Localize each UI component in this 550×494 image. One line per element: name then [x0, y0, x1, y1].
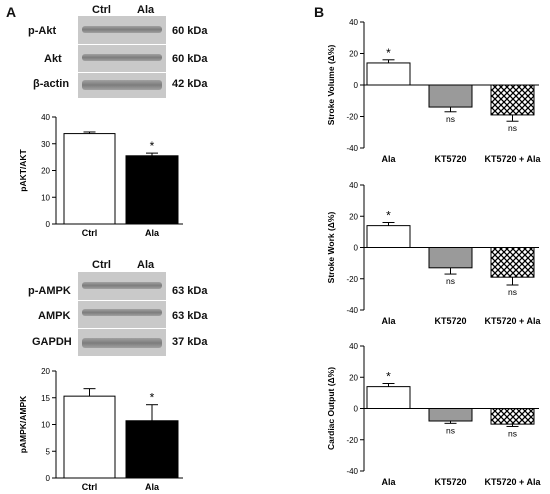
sv-category-label-1: KT5720 [434, 154, 466, 164]
pakt-category-label-0: Ctrl [82, 228, 98, 238]
pampk-annotation-1: * [150, 391, 155, 405]
blot-bottom-row-2-label: AMPK [38, 310, 71, 322]
sv-category-label-2: KT5720 + Ala [485, 154, 542, 164]
sv-y-tick-label-3: 20 [349, 50, 358, 59]
co-annotation-2: ns [508, 428, 517, 438]
pampk-y-tick-label-4: 20 [41, 367, 50, 376]
pampk-y-tick-label-1: 5 [46, 447, 51, 456]
co-y-tick-label-1: -20 [346, 436, 358, 445]
pakt-bar-0 [63, 133, 116, 225]
sw-y-tick-label-3: 20 [349, 212, 358, 221]
co-annotation-1: ns [446, 425, 455, 435]
blot-bottom-row-1-kda: 63 kDa [172, 285, 208, 297]
sw-annotation-2: ns [508, 287, 517, 297]
sv-y-tick-label-0: -40 [346, 144, 358, 153]
pampk-bar-0 [63, 395, 116, 479]
sw-category-label-1: KT5720 [434, 316, 466, 326]
sv-annotation-1: ns [446, 114, 455, 124]
co-bar-1 [428, 408, 473, 422]
sv-y-tick-label-4: 40 [349, 18, 358, 27]
co-bar-2 [490, 408, 535, 425]
pampk-y-tick-label-2: 10 [41, 421, 50, 430]
pakt-y-tick-label-4: 40 [41, 113, 50, 122]
sw-y-tick-label-4: 40 [349, 181, 358, 190]
sw-annotation-1: ns [446, 276, 455, 286]
sw-y-tick-label-0: -40 [346, 306, 358, 315]
pakt-category-label-1: Ala [145, 228, 160, 238]
pampk-bar-1 [125, 420, 179, 479]
sv-annotation-2: ns [508, 123, 517, 133]
panel-b-label: B [314, 4, 325, 20]
pampk-category-label-1: Ala [145, 482, 160, 492]
blot-bottom-image [78, 272, 166, 356]
blot-top-row-3-label: β-actin [33, 78, 70, 90]
sw-y-tick-label-2: 0 [354, 244, 359, 253]
co-category-label-1: KT5720 [434, 477, 466, 487]
sw-bar-0 [366, 225, 411, 248]
sv-bar-0 [366, 62, 411, 86]
sw-bar-2 [490, 247, 535, 278]
blot-top-lane-ctrl: Ctrl [92, 4, 111, 16]
co-category-label-2: KT5720 + Ala [485, 477, 542, 487]
sw-category-label-0: Ala [381, 316, 396, 326]
pakt-y-tick-label-2: 20 [41, 167, 50, 176]
blot-bottom-row-3-label: GAPDH [32, 336, 72, 348]
co-bar-0 [366, 386, 411, 409]
blot-top-lane-ala: Ala [137, 4, 155, 16]
sw-category-label-2: KT5720 + Ala [485, 316, 542, 326]
co-annotation-0: * [386, 370, 391, 384]
blot-top-row-1-label: p-Akt [28, 25, 57, 37]
sv-y-tick-label-1: -20 [346, 113, 358, 122]
blot-top-image [78, 16, 166, 98]
blot-top-row-2-kda: 60 kDa [172, 53, 208, 65]
sv-bar-1 [428, 84, 473, 108]
blot-top-row-2-label: Akt [44, 53, 62, 65]
sv-y-axis-title: Stroke Volume (Δ%) [326, 45, 336, 126]
blot-bottom-lane-ala: Ala [137, 259, 155, 271]
blot-bottom-row-2-kda: 63 kDa [172, 310, 208, 322]
pakt-y-tick-label-1: 10 [41, 193, 50, 202]
blot-top-row-3-kda: 42 kDa [172, 78, 208, 90]
co-y-tick-label-4: 40 [349, 342, 358, 351]
sw-y-axis-title: Stroke Work (Δ%) [326, 212, 336, 284]
pampk-category-label-0: Ctrl [82, 482, 98, 492]
sv-category-label-0: Ala [381, 154, 396, 164]
co-category-label-0: Ala [381, 477, 396, 487]
co-y-tick-label-2: 0 [354, 405, 359, 414]
pakt-annotation-1: * [150, 139, 155, 153]
sw-y-tick-label-1: -20 [346, 275, 358, 284]
sv-y-tick-label-2: 0 [354, 81, 359, 90]
blot-bottom-row-3-kda: 37 kDa [172, 336, 208, 348]
blot-bottom-lane-ctrl: Ctrl [92, 259, 111, 271]
sw-bar-1 [428, 247, 473, 269]
sv-annotation-0: * [386, 46, 391, 60]
blot-bottom-row-1-label: p-AMPK [28, 285, 71, 297]
pakt-y-axis-title: pAKT/AKT [18, 148, 28, 191]
co-y-tick-label-0: -40 [346, 467, 358, 476]
sw-annotation-0: * [386, 209, 391, 223]
blot-top-row-1-kda: 60 kDa [172, 25, 208, 37]
pampk-y-tick-label-0: 0 [46, 474, 51, 483]
panel-a-label: A [6, 4, 17, 20]
sv-bar-2 [490, 84, 535, 116]
co-y-axis-title: Cardiac Output (Δ%) [326, 367, 336, 450]
pampk-y-axis-title: pAMPK/AMPK [18, 395, 28, 453]
pakt-bar-1 [125, 155, 179, 225]
co-y-tick-label-3: 20 [349, 373, 358, 382]
pampk-y-tick-label-3: 15 [41, 394, 50, 403]
pakt-y-tick-label-0: 0 [46, 220, 51, 229]
pakt-y-tick-label-3: 30 [41, 140, 50, 149]
